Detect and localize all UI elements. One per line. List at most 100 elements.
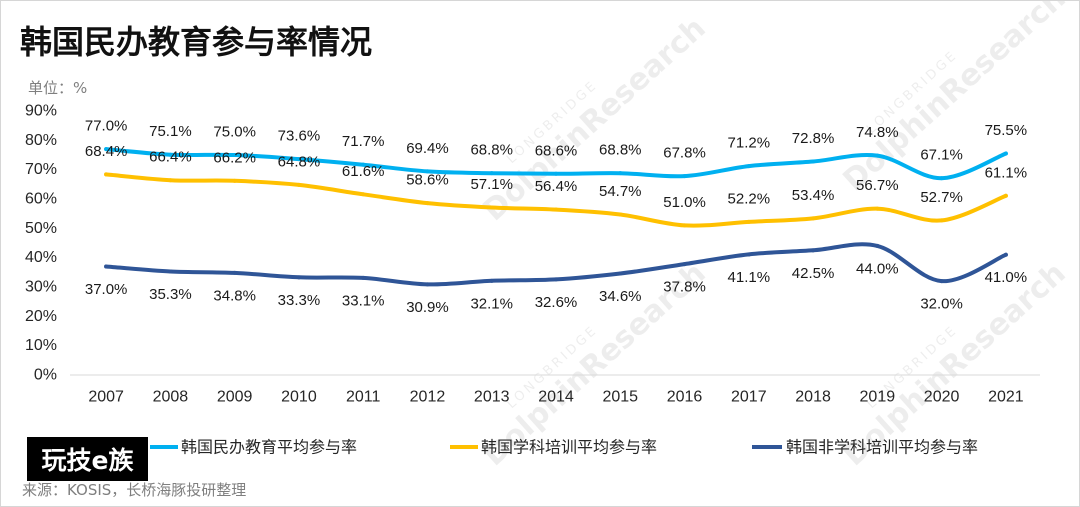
data-label-series-2: 51.0% [663, 194, 706, 211]
x-tick-label: 2007 [88, 389, 124, 406]
data-label-series-2: 66.4% [149, 149, 192, 166]
data-label-series-3: 35.3% [149, 286, 192, 303]
data-point-series-3 [489, 278, 494, 283]
y-tick-label: 20% [25, 308, 57, 325]
data-label-series-2: 56.7% [856, 177, 899, 194]
data-point-series-3 [104, 264, 109, 269]
data-point-series-2 [554, 207, 558, 212]
data-point-series-1 [746, 164, 751, 169]
data-point-series-2 [939, 218, 944, 223]
data-point-series-3 [168, 269, 173, 274]
data-point-series-3 [811, 248, 816, 253]
data-label-series-1: 67.1% [920, 147, 963, 164]
y-tick-label: 40% [25, 249, 57, 266]
data-point-series-1 [1003, 151, 1008, 156]
x-tick-label: 2018 [795, 389, 831, 406]
data-point-series-1 [168, 152, 173, 157]
data-point-series-3 [939, 279, 944, 284]
data-point-series-3 [875, 243, 880, 248]
data-point-series-1 [618, 171, 623, 176]
data-label-series-1: 77.0% [85, 118, 128, 135]
x-tick-label: 2017 [731, 389, 767, 406]
x-tick-label: 2015 [602, 389, 638, 406]
data-point-series-1 [104, 147, 109, 152]
data-label-series-3: 42.5% [792, 265, 835, 282]
data-label-series-2: 64.8% [278, 153, 321, 170]
data-label-series-2: 53.4% [792, 187, 835, 204]
data-label-series-3: 37.0% [85, 281, 128, 298]
legend-label-2: 韩国学科培训平均参与率 [481, 438, 657, 457]
data-label-series-3: 41.0% [985, 269, 1028, 286]
data-point-series-1 [554, 171, 558, 176]
data-label-series-3: 32.6% [535, 294, 578, 311]
data-labels: 77.0% 75.1% 75.0% 73.6% 71.7% 69.4% 68.8% 68.6%… [85, 118, 1027, 316]
data-label-series-3: 33.3% [278, 292, 321, 309]
data-point-series-1 [361, 162, 366, 167]
data-point-series-2 [682, 223, 687, 228]
data-label-series-1: 71.7% [342, 133, 385, 150]
data-point-series-1 [875, 153, 880, 158]
legend: 韩国民办教育平均参与率 韩国学科培训平均参与率 韩国非学科培训平均参与率 [150, 438, 978, 457]
data-label-series-2: 58.6% [406, 172, 449, 189]
data-point-series-1 [682, 174, 687, 179]
data-point-series-2 [425, 201, 430, 206]
y-tick-label: 90% [25, 103, 57, 120]
data-point-series-1 [425, 169, 430, 174]
data-point-series-2 [296, 182, 301, 187]
axes: 0% 10% 20% 30% 40% 50% 60% 70% 80% 90% 2007 2008 200… [25, 103, 1040, 406]
data-label-series-1: 74.8% [856, 124, 899, 141]
data-point-series-2 [168, 178, 173, 183]
data-point-series-2 [618, 212, 623, 217]
data-label-series-3: 32.1% [470, 295, 513, 312]
y-tick-label: 10% [25, 337, 57, 354]
data-label-series-2: 56.4% [535, 178, 578, 195]
x-tick-label: 2009 [217, 389, 253, 406]
data-label-series-2: 61.1% [985, 164, 1028, 181]
data-label-series-3: 34.6% [599, 288, 642, 305]
data-point-series-1 [232, 153, 237, 157]
y-tick-label: 60% [25, 191, 57, 208]
data-point-series-1 [939, 176, 944, 181]
data-point-series-3 [682, 262, 687, 267]
data-label-series-2: 52.7% [920, 189, 963, 206]
data-points [104, 147, 1008, 287]
legend-label-1: 韩国民办教育平均参与率 [181, 438, 357, 457]
x-tick-label: 2011 [346, 389, 381, 406]
y-tick-label: 70% [25, 161, 57, 178]
data-label-series-1: 75.1% [149, 123, 192, 140]
overlay-logo: 玩技e族 [27, 437, 148, 481]
data-point-series-3 [425, 282, 430, 287]
overlay-logo-text: 玩技e族 [41, 446, 134, 475]
data-point-series-3 [1003, 252, 1008, 257]
data-point-series-3 [232, 270, 237, 275]
data-point-series-2 [489, 205, 494, 210]
data-label-series-3: 34.8% [213, 287, 256, 304]
data-label-series-2: 68.4% [85, 143, 128, 160]
data-label-series-1: 72.8% [792, 130, 835, 147]
x-tick-label: 2010 [281, 389, 317, 406]
x-tick-label: 2021 [988, 389, 1024, 406]
data-point-series-2 [746, 219, 751, 224]
data-label-series-3: 30.9% [406, 299, 449, 316]
unit-label: 单位：% [28, 79, 88, 97]
data-point-series-2 [1003, 193, 1008, 198]
data-point-series-2 [232, 178, 237, 183]
y-tick-label: 0% [34, 367, 57, 384]
x-tick-label: 2014 [538, 389, 574, 406]
x-tick-label: 2013 [474, 389, 510, 406]
data-label-series-3: 37.8% [663, 279, 706, 296]
data-point-series-3 [746, 252, 751, 257]
data-label-series-1: 75.5% [985, 122, 1028, 139]
data-point-series-3 [618, 271, 623, 276]
data-label-series-1: 75.0% [213, 124, 256, 141]
data-label-series-2: 61.6% [342, 163, 385, 180]
data-point-series-2 [811, 216, 816, 221]
x-tick-label: 2012 [410, 389, 446, 406]
data-label-series-3: 33.1% [342, 292, 385, 309]
data-label-series-1: 68.8% [470, 142, 513, 159]
data-point-series-2 [104, 172, 109, 177]
y-tick-label: 80% [25, 132, 57, 149]
data-point-series-1 [296, 157, 301, 162]
data-label-series-3: 41.1% [728, 269, 771, 286]
chart-title: 韩国民办教育参与率情况 [20, 23, 373, 61]
